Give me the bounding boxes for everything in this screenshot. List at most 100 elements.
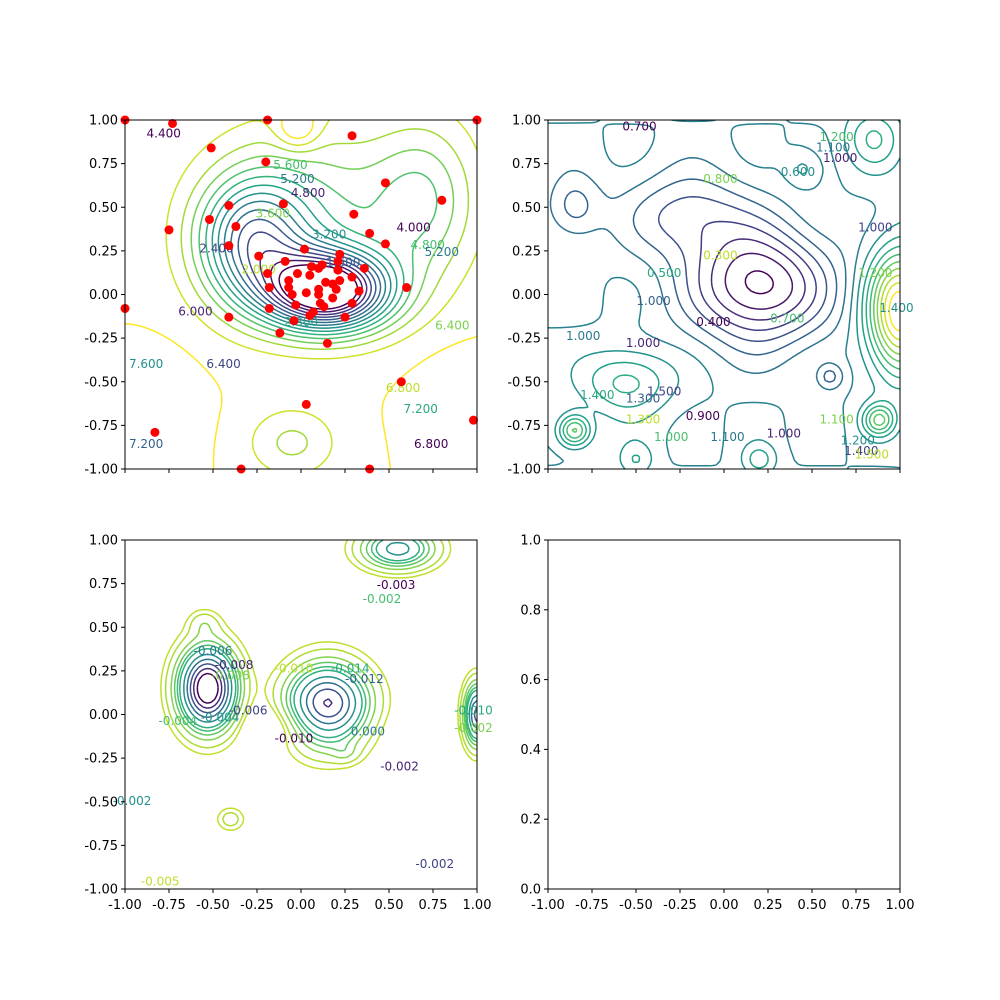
y-tick-label: -0.50 (507, 375, 541, 390)
contour-label: 1.000 (626, 336, 660, 350)
y-tick-label: 0.50 (89, 201, 118, 216)
scatter-point (468, 415, 478, 425)
contour-label: -0.005 (141, 875, 180, 889)
scatter-point (321, 277, 331, 287)
contour-level-line (230, 209, 382, 324)
contour-label: 1.300 (626, 413, 660, 427)
contour-label: 1.000 (566, 329, 600, 343)
y-tick-label: -1.00 (84, 883, 118, 898)
subplot-top-left: 4.4005.6005.2004.8003.6003.2002.4002.000… (84, 114, 482, 478)
contour-label: 0.000 (351, 724, 385, 738)
y-tick-label: 1.00 (512, 114, 541, 129)
contour-label: 0.500 (647, 266, 681, 280)
scatter-point (301, 288, 311, 298)
contour-label: 1.100 (710, 430, 744, 444)
contour-label: 1.100 (816, 140, 850, 154)
y-tick-label: 0.0 (520, 883, 541, 898)
contour-label: 4.400 (147, 126, 181, 140)
scatter-point (335, 249, 345, 259)
y-tick-label: 0.25 (89, 244, 118, 259)
scatter-point (261, 157, 271, 167)
scatter-point (402, 283, 412, 293)
contour-label: -0.014 (331, 662, 370, 676)
contour-label: 6.400 (435, 318, 469, 332)
subplot-bottom-right: -1.00 -0.75 -0.50 -0.25 0.00 0.25 0.50 0.75 1.00… (520, 534, 914, 914)
contour-level-line (196, 672, 219, 704)
scatter-point (150, 427, 160, 437)
y-tick-label: 1.0 (520, 534, 541, 549)
scatter-point (264, 283, 274, 293)
scatter-point (347, 298, 357, 308)
x-tick-label: 1.00 (463, 898, 492, 913)
contour-level-line (554, 120, 900, 469)
scatter-point (291, 300, 301, 310)
x-tick-label: 1.00 (886, 898, 915, 913)
contour-level-line (192, 667, 333, 709)
contour-label: 4.800 (411, 238, 445, 252)
y-tick-label: -0.50 (84, 795, 118, 810)
contour-level-line (744, 270, 775, 295)
contour-lines (548, 120, 900, 469)
contour-label: 0.600 (781, 165, 815, 179)
contour-label: -0.008 (211, 669, 250, 683)
y-tick-label: 0.50 (512, 201, 541, 216)
contour-label: 7.200 (404, 402, 438, 416)
y-tick-label: 0.75 (89, 577, 118, 592)
scatter-point (380, 178, 390, 188)
scatter-point (224, 241, 234, 251)
scatter-point (359, 263, 369, 273)
scatter-point (278, 199, 288, 209)
y-tick-label: 0.8 (520, 603, 541, 618)
contour-level-line (179, 540, 477, 740)
x-tick-label: 0.50 (798, 898, 827, 913)
scatter-point (263, 269, 273, 279)
contour-label: 0.300 (703, 249, 737, 263)
contour-label: 1.000 (636, 294, 670, 308)
contour-label: -0.002 (113, 794, 152, 808)
y-tick-label: 0.2 (520, 813, 541, 828)
contour-level-line (186, 658, 477, 730)
contour-level-line (698, 220, 817, 332)
contour-label: 6.400 (206, 357, 240, 371)
y-tick-label: 0.4 (520, 743, 541, 758)
contour-level-line (563, 178, 838, 383)
contour-level-line (724, 252, 794, 310)
contour-label: 7.600 (129, 357, 163, 371)
x-tick-label: 0.25 (331, 898, 360, 913)
x-tick-label: -1.00 (531, 898, 565, 913)
contour-level-line (562, 130, 900, 443)
contour-label: 3.200 (312, 228, 346, 242)
scatter-point (437, 195, 447, 205)
contour-label: 0.800 (703, 172, 737, 186)
y-tick-label: 0.00 (89, 708, 118, 723)
contour-label: -0.004 (158, 714, 197, 728)
contour-level-line (180, 128, 470, 456)
contour-label: 1.000 (654, 430, 688, 444)
scatter-point (168, 118, 178, 128)
scatter-point (224, 201, 234, 211)
scatter-point (328, 293, 338, 303)
y-tick-label: 1.00 (89, 114, 118, 129)
scatter-point (284, 276, 294, 286)
contour-label: 1.000 (858, 221, 892, 235)
contour-level-line (164, 540, 477, 827)
plot-area (548, 120, 900, 469)
contour-label: 6.000 (178, 304, 212, 318)
y-tick-label: 0.25 (89, 664, 118, 679)
scatter-point (331, 284, 341, 294)
scatter-point (206, 143, 216, 153)
contour-lines (160, 540, 477, 832)
contour-label: 1.500 (855, 448, 889, 462)
contour-label: 5.600 (273, 158, 307, 172)
contour-level-line (558, 120, 900, 469)
x-tick-label: -0.25 (663, 898, 697, 913)
contour-level-line (125, 120, 477, 469)
contour-label: 5.200 (425, 245, 459, 259)
contour-label: 7.200 (129, 437, 163, 451)
contour-label: -0.002 (454, 721, 493, 735)
contour-label: -0.004 (201, 710, 240, 724)
scatter-point (354, 286, 364, 296)
contour-level-line (548, 120, 900, 469)
scatter-point (365, 228, 375, 238)
